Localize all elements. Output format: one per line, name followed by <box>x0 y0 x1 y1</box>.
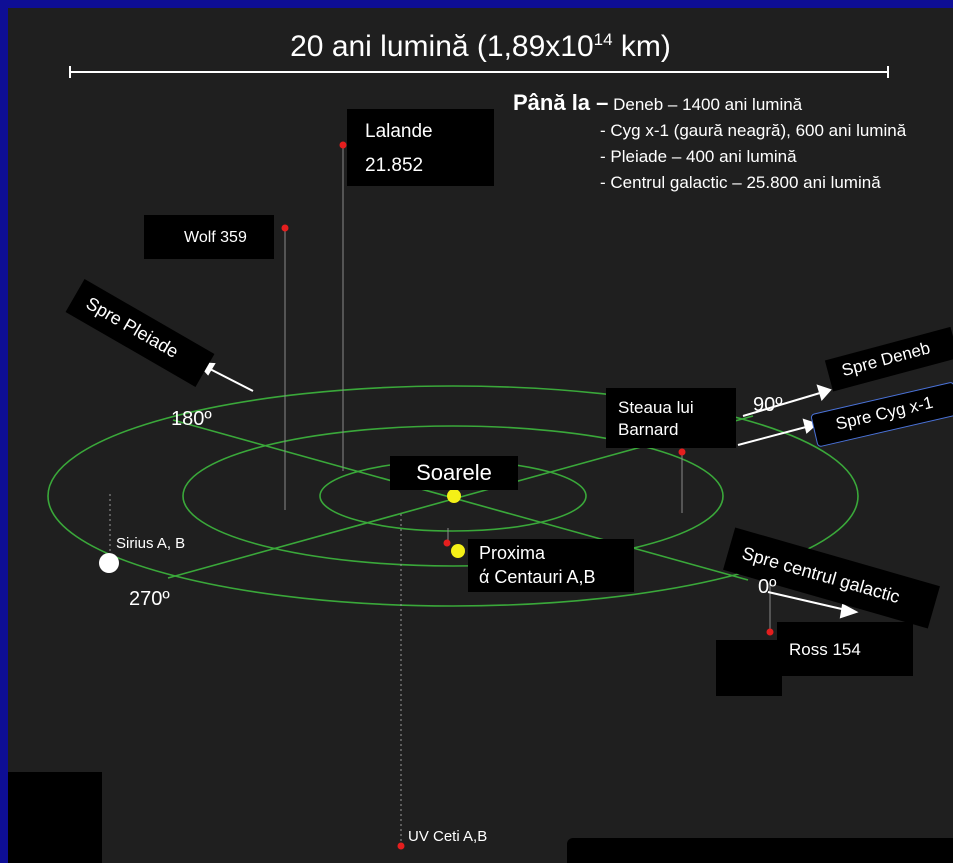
angle-0-label: 0º <box>758 576 777 598</box>
ross-154-star <box>766 628 774 636</box>
barnard-label-line2: Barnard <box>618 420 679 439</box>
scale-title: 20 ani lumină (1,89x1014 km) <box>8 30 953 64</box>
angle-270-label: 270º <box>129 588 170 610</box>
info-cyg: - Cyg x-1 (gaură neagră), 600 ani lumină <box>600 121 907 140</box>
scale-bar <box>69 66 889 78</box>
info-line-deneb: Până la – Deneb – 1400 ani lumină <box>513 90 906 118</box>
info-deneb: Deneb – 1400 ani lumină <box>608 95 803 114</box>
info-galactic-center: - Centrul galactic – 25.800 ani lumină <box>600 173 881 192</box>
scale-suffix: km) <box>612 30 671 63</box>
wolf-359-label: Wolf 359 <box>184 229 247 246</box>
uv-ceti-label: UV Ceti A,B <box>408 828 488 845</box>
sun-label-box: Soarele <box>390 456 518 490</box>
corner-box-right <box>567 838 953 863</box>
barnard-star <box>678 448 686 456</box>
barnard-label-line1: Steaua lui <box>618 398 694 417</box>
ross-dark-box <box>716 640 782 696</box>
grid-ring-middle <box>182 425 724 567</box>
drop-lines <box>109 146 771 846</box>
diagram-stage: 20 ani lumină (1,89x1014 km) <box>8 8 953 863</box>
sun-star <box>447 489 461 503</box>
proxima-star <box>443 539 451 547</box>
info-pleiade: - Pleiade – 400 ani lumină <box>600 147 797 166</box>
proxima-label-line2: ά Centauri A,B <box>479 567 596 587</box>
ross-label: Ross 154 <box>789 640 861 659</box>
ross-label-box: Ross 154 <box>777 622 913 676</box>
angle-90-label: 90º <box>753 394 783 416</box>
scale-prefix: 20 ani lumină (1,89x10 <box>290 30 594 63</box>
lalande-number: 21.852 <box>365 155 424 176</box>
grid-axis-180-0 <box>172 419 749 581</box>
wolf-359-label-box: Wolf 359 <box>144 215 274 259</box>
uv-ceti-star <box>397 842 405 850</box>
corner-box-left <box>8 772 102 863</box>
info-lead: Până la – <box>513 90 609 115</box>
lalande-star <box>339 141 347 149</box>
sirius-label: Sirius A, B <box>116 535 186 552</box>
grid-ring-outer <box>47 385 859 607</box>
lalande-label-box: Lalande 21.852 <box>347 109 494 186</box>
proxima-label-box: Proxima ά Centauri A,B <box>468 539 634 592</box>
sun-label: Soarele <box>416 460 492 485</box>
sirius-star <box>99 553 119 573</box>
barnard-label-box: Steaua lui Barnard <box>606 388 736 448</box>
info-block: Până la – Deneb – 1400 ani lumină - Cyg … <box>513 90 906 196</box>
alpha-centauri-star <box>451 544 465 558</box>
lalande-name: Lalande <box>365 121 433 142</box>
diagram-frame: 20 ani lumină (1,89x1014 km) <box>8 8 953 863</box>
scale-exponent: 14 <box>593 30 613 49</box>
proxima-label-line1: Proxima <box>479 543 546 563</box>
angle-180-label: 180º <box>171 408 212 430</box>
wolf-359-star <box>281 224 289 232</box>
